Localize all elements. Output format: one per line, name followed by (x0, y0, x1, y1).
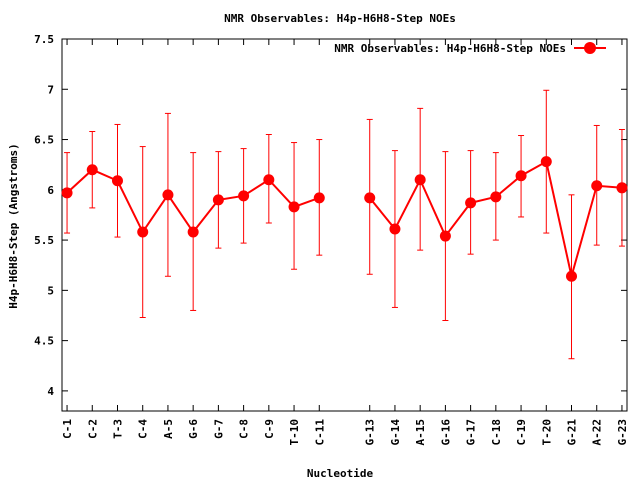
x-tick-label: C-18 (490, 419, 503, 446)
x-tick-label: A-22 (591, 419, 604, 446)
data-point (515, 170, 527, 182)
y-tick-label: 5.5 (34, 234, 54, 247)
x-tick-label: C-2 (86, 419, 99, 439)
y-tick-label: 4.5 (34, 335, 54, 348)
legend: NMR Observables: H4p-H6H8-Step NOEs (334, 42, 606, 55)
data-point (591, 180, 603, 192)
data-point (162, 189, 174, 201)
y-tick-label: 5 (47, 284, 54, 297)
data-point (86, 164, 98, 176)
data-point (439, 230, 451, 242)
x-tick-label: G-7 (212, 419, 225, 439)
plot-border (61, 38, 628, 412)
x-tick-label: G-23 (616, 419, 629, 446)
x-tick-label: T-20 (540, 419, 553, 446)
y-tick-label: 7.5 (34, 33, 54, 46)
legend-label: NMR Observables: H4p-H6H8-Step NOEs (334, 42, 566, 55)
legend-marker (584, 42, 596, 54)
data-point (263, 174, 275, 186)
x-tick-label: G-21 (566, 419, 579, 446)
data-point (389, 223, 401, 235)
data-point (288, 201, 300, 213)
data-point (137, 226, 149, 238)
data-point (238, 190, 250, 202)
x-tick-label: G-13 (364, 419, 377, 446)
x-tick-label: C-11 (313, 419, 326, 446)
data-point (414, 174, 426, 186)
x-tick-label: G-14 (389, 419, 402, 446)
data-point (61, 187, 73, 199)
data-point (187, 226, 199, 238)
x-tick-label: C-19 (515, 419, 528, 446)
y-tick-label: 6 (47, 184, 54, 197)
chart-title: NMR Observables: H4p-H6H8-Step NOEs (224, 12, 456, 25)
y-axis-label: H4p-H6H8-Step (Angstroms) (7, 143, 20, 309)
x-axis: C-1 C-2 T-3 C-4 A-5 G-6 G-7 C-8 C-9 T-10 C-11 G-13 G… (61, 39, 629, 446)
y-tick-label: 7 (47, 83, 54, 96)
x-tick-label: T-3 (111, 419, 124, 439)
x-tick-label: C-9 (263, 419, 276, 439)
data-point (540, 156, 552, 168)
data-point (111, 175, 123, 187)
x-tick-label: T-10 (288, 419, 301, 446)
x-tick-label: A-15 (414, 419, 427, 446)
y-axis: 4 4.5 5 5.5 6 6.5 7 7.5 (34, 33, 627, 398)
y-tick-label: 6.5 (34, 134, 54, 147)
plot-frame (61, 38, 628, 412)
x-tick-label: C-1 (61, 419, 74, 439)
data-point (465, 197, 477, 209)
x-tick-label: C-8 (238, 419, 251, 439)
data-point (490, 191, 502, 203)
data-point (313, 192, 325, 204)
series-lines (66, 160, 623, 277)
x-tick-label: G-16 (439, 419, 452, 446)
x-tick-label: C-4 (137, 419, 150, 439)
data-point (212, 194, 224, 206)
data-point (364, 192, 376, 204)
x-axis-label: Nucleotide (307, 467, 374, 480)
data-point (616, 182, 628, 194)
data-point (566, 270, 578, 282)
x-tick-label: G-17 (465, 419, 478, 446)
y-tick-label: 4 (47, 385, 54, 398)
x-tick-label: G-6 (187, 419, 200, 439)
data-points (61, 156, 628, 282)
x-tick-label: A-5 (162, 419, 175, 439)
